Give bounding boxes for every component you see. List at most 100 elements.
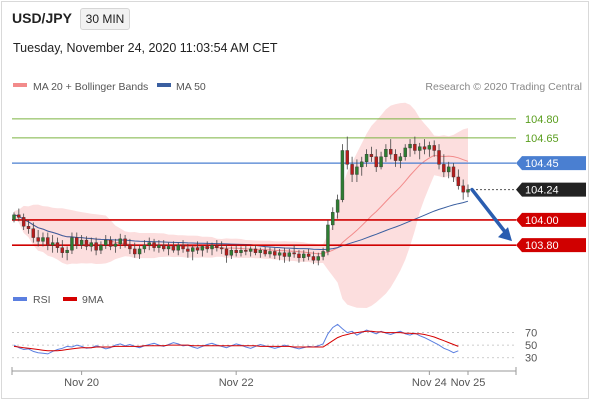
candle-body: [413, 143, 417, 151]
level-tag-pivot: [516, 156, 586, 171]
candle-body: [360, 161, 364, 168]
candle-body: [31, 228, 36, 238]
candle-body: [273, 251, 277, 256]
candle-body: [456, 176, 461, 187]
level-tag-support2: [516, 238, 586, 253]
ma50-legend-swatch: [157, 83, 171, 87]
price-legend: MA 20 + Bollinger Bands MA 50 Research ©…: [13, 81, 582, 93]
candle-body: [70, 237, 74, 251]
candle-body: [113, 243, 118, 247]
candle-body: [277, 252, 282, 256]
level-label-support2: 103.80: [525, 240, 559, 252]
ma20-legend-swatch: [13, 83, 27, 87]
rsi-ma-line: [13, 330, 459, 352]
candle-body: [26, 226, 31, 229]
candle-body: [389, 149, 393, 155]
candle-body: [422, 146, 427, 150]
candle-body: [99, 244, 103, 251]
candle-body: [191, 247, 195, 252]
ma50-legend-label: MA 50: [176, 81, 206, 93]
current-price-tag: [516, 182, 586, 197]
candle-body: [162, 244, 166, 250]
candle-body: [41, 237, 45, 242]
time-axis-ticks: Nov 20 Nov 22 Nov 24 Nov 25: [11, 367, 517, 389]
symbol-title: USD/JPY: [12, 10, 72, 26]
candle-body: [104, 239, 108, 246]
candle-body: [253, 248, 258, 253]
candle-body: [258, 249, 263, 253]
rsi-line: [13, 323, 459, 355]
rsi-tick-label: 70: [525, 328, 537, 340]
forecast-arrow: [470, 187, 512, 242]
candle-body: [451, 166, 456, 178]
candle-body: [287, 252, 291, 257]
candle-body: [12, 214, 16, 221]
candle-body: [437, 150, 441, 165]
candle-body: [205, 246, 209, 250]
candle-body: [326, 224, 330, 252]
candle-body: [108, 239, 113, 247]
candle-body: [84, 239, 89, 247]
candle-body: [403, 147, 407, 157]
candle-body: [427, 145, 432, 150]
candle-body: [195, 247, 200, 251]
candle-body: [128, 244, 132, 250]
candle-body: [316, 256, 320, 261]
candle-body: [345, 150, 349, 165]
candle-body: [147, 242, 151, 246]
candle-body: [200, 246, 205, 251]
forecast-arrow-shaft: [470, 187, 508, 235]
candles: [12, 136, 470, 266]
candle-body: [379, 156, 383, 168]
candle-body: [302, 253, 306, 258]
rsi-ma-legend-label: 9MA: [82, 294, 104, 306]
candle-body: [461, 185, 465, 193]
candle-body: [133, 248, 137, 255]
candle-body: [369, 154, 374, 157]
candle-body: [210, 244, 214, 250]
candle-body: [263, 249, 267, 255]
candle-body: [176, 244, 180, 251]
rsi-legend: RSI 9MA: [13, 294, 104, 306]
bollinger-area: [14, 102, 468, 308]
rsi-legend-swatch: [13, 297, 27, 301]
candle-body: [215, 244, 219, 248]
candle-body: [364, 154, 369, 163]
candle-body: [60, 247, 64, 253]
watermark: Research © 2020 Trading Central: [425, 81, 582, 93]
time-tick-label: Nov 24: [412, 377, 447, 389]
candle-body: [398, 156, 403, 161]
candle-body: [137, 248, 142, 255]
candle-body: [89, 242, 93, 247]
candle-body: [268, 251, 272, 255]
candle-body: [466, 189, 470, 193]
candle-body: [152, 242, 156, 248]
timeframe-badge[interactable]: 30 MIN: [80, 8, 130, 30]
rsi-tick-label: 30: [525, 353, 537, 365]
candle-body: [157, 244, 161, 248]
rsi-ma-legend-swatch: [63, 297, 77, 301]
rsi-legend-label: RSI: [33, 294, 51, 306]
candle-body: [355, 166, 359, 175]
timestamp: Tuesday, November 24, 2020 11:03:54 AM C…: [13, 41, 278, 55]
time-tick-label: Nov 20: [64, 377, 99, 389]
candle-body: [50, 242, 55, 246]
candle-body: [306, 253, 311, 257]
candle-body: [224, 248, 229, 256]
candle-body: [432, 145, 436, 151]
candle-body: [292, 252, 296, 255]
candle-body: [123, 238, 127, 246]
candle-body: [46, 237, 50, 246]
time-tick-label: Nov 25: [451, 377, 486, 389]
candle-body: [384, 149, 388, 157]
current-price-label: 104.24: [525, 185, 559, 197]
candle-body: [229, 249, 234, 256]
candle-body: [311, 256, 316, 261]
time-tick-label: Nov 22: [219, 377, 254, 389]
price-levels: [12, 118, 516, 246]
candle-body: [374, 156, 378, 168]
candle-body: [94, 242, 98, 251]
candle-body: [75, 237, 79, 246]
level-label-resistance2: 104.80: [525, 114, 559, 126]
